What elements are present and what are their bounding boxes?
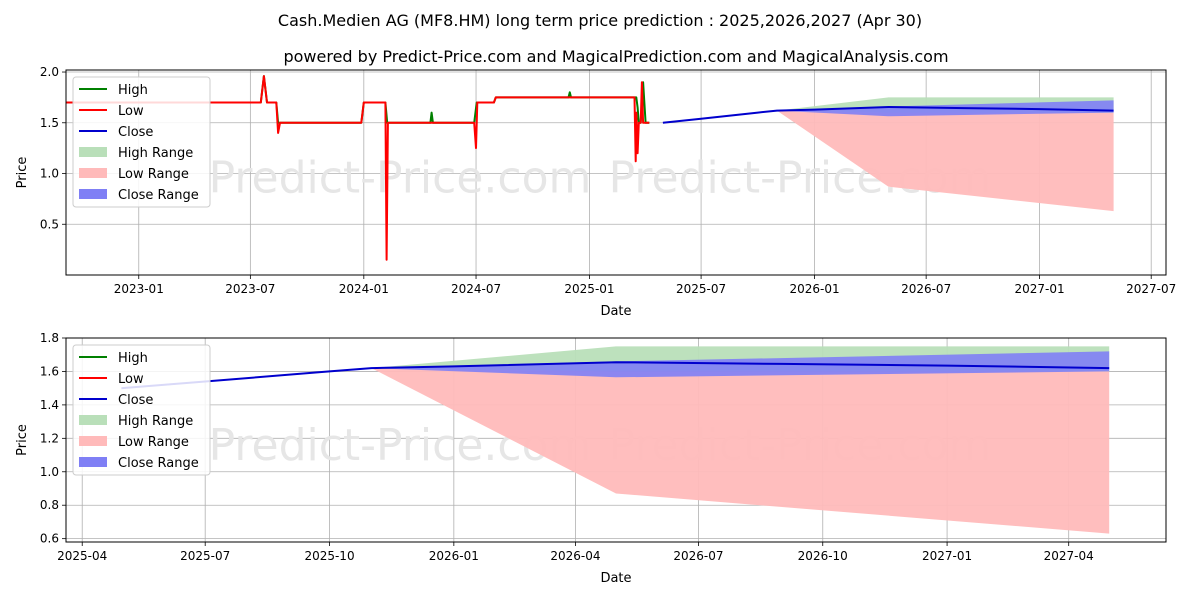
x-tick-label: 2026-01 xyxy=(429,549,479,563)
legend-swatch xyxy=(79,168,107,178)
y-tick-label: 1.6 xyxy=(40,364,59,378)
legend-label: Close xyxy=(118,125,153,140)
y-tick-label: 1.4 xyxy=(40,398,59,412)
close-line xyxy=(121,361,1110,390)
legend-label: Low xyxy=(118,104,144,119)
x-tick-label: 2025-07 xyxy=(676,282,726,296)
legend-box xyxy=(72,76,211,208)
y-axis-label: Price xyxy=(15,424,30,456)
y-tick-label: 0.6 xyxy=(40,532,59,546)
legend-label: High Range xyxy=(118,146,193,161)
legend-label: Low xyxy=(118,372,144,387)
legend-swatch xyxy=(79,457,107,467)
axes-frame xyxy=(65,69,1167,276)
legend-swatch xyxy=(79,147,107,157)
x-tick-label: 2024-07 xyxy=(451,282,501,296)
bottom-panel: Predict-Price.comPredict-Price.com2025-0… xyxy=(15,331,1167,586)
y-axis-label: Price xyxy=(15,157,30,189)
x-tick-label: 2026-10 xyxy=(798,549,848,563)
low-range-band xyxy=(776,110,1114,212)
x-tick-label: 2023-07 xyxy=(225,282,275,296)
legend: High Low Close High Range Low Range Close Ran… xyxy=(72,344,211,476)
legend-label: Close xyxy=(118,393,153,408)
legend-label: High Range xyxy=(118,414,193,429)
y-tick-label: 0.8 xyxy=(40,498,59,512)
legend-label: Close Range xyxy=(118,456,199,471)
chart-subtitle: powered by Predict-Price.com and Magical… xyxy=(283,47,948,66)
close-line xyxy=(662,106,1114,124)
x-tick-label: 2026-07 xyxy=(901,282,951,296)
x-tick-label: 2027-01 xyxy=(922,549,972,563)
chart-title: Cash.Medien AG (MF8.HM) long term price … xyxy=(278,11,922,30)
top-panel: Predict-Price.com Predict-Price.com2023-0… xyxy=(15,65,1176,319)
x-tick-label: 2026-04 xyxy=(550,549,600,563)
x-tick-label: 2025-04 xyxy=(57,549,107,563)
x-tick-label: 2027-01 xyxy=(1015,282,1065,296)
legend-swatch xyxy=(79,189,107,199)
legend-label: Close Range xyxy=(118,188,199,203)
x-tick-label: 2025-01 xyxy=(564,282,614,296)
legend: High Low Close High Range Low Range Close Ran… xyxy=(72,76,211,208)
low-range-band xyxy=(371,368,1110,534)
y-tick-label: 0.5 xyxy=(40,217,59,231)
x-tick-label: 2026-01 xyxy=(789,282,839,296)
x-tick-label: 2027-07 xyxy=(1126,282,1176,296)
x-axis-label: Date xyxy=(600,304,631,319)
x-tick-label: 2025-07 xyxy=(180,549,230,563)
watermark-text: Predict-Price.com xyxy=(209,153,592,204)
legend-swatch xyxy=(79,415,107,425)
legend-label: Low Range xyxy=(118,167,189,182)
x-tick-label: 2023-01 xyxy=(114,282,164,296)
legend-label: High xyxy=(118,351,148,366)
y-tick-label: 1.5 xyxy=(40,116,59,130)
axes-frame xyxy=(65,337,1167,543)
low-line xyxy=(66,75,650,261)
y-tick-label: 1.2 xyxy=(40,431,59,445)
plot-area xyxy=(66,75,1114,261)
x-axis-label: Date xyxy=(600,571,631,586)
x-tick-label: 2027-04 xyxy=(1044,549,1094,563)
y-tick-label: 2.0 xyxy=(40,65,59,79)
y-tick-label: 1.8 xyxy=(40,331,59,345)
x-tick-label: 2026-07 xyxy=(673,549,723,563)
plot-area xyxy=(121,346,1110,534)
legend-box xyxy=(72,344,211,476)
y-tick-label: 1.0 xyxy=(40,167,59,181)
legend-label: High xyxy=(118,83,148,98)
legend-swatch xyxy=(79,436,107,446)
legend-label: Low Range xyxy=(118,435,189,450)
x-tick-label: 2024-01 xyxy=(339,282,389,296)
y-tick-label: 1.0 xyxy=(40,465,59,479)
x-tick-label: 2025-10 xyxy=(304,549,354,563)
